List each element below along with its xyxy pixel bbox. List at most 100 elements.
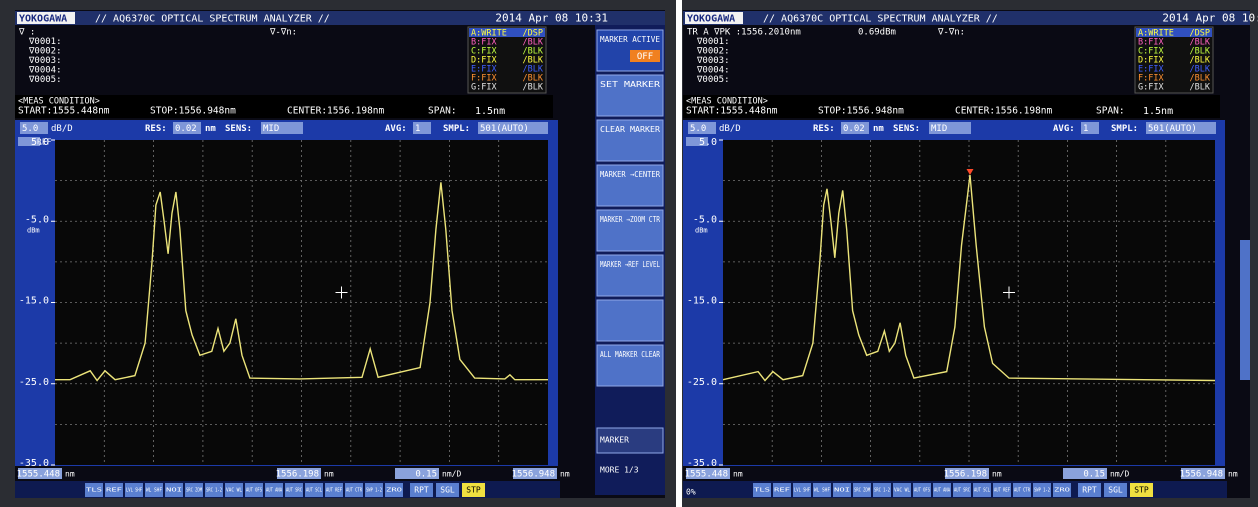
y-tick-label: -25.0 [687, 377, 717, 388]
bottom-unit: nm/D [442, 470, 461, 479]
scale-unit: dB/D [51, 124, 73, 134]
scale: 5.0 [22, 124, 38, 134]
soft-key-label: MARKER →CENTER [600, 170, 660, 179]
span-label: SPAN: [1096, 106, 1125, 117]
y-tick-label: -5.0 [693, 214, 717, 225]
start: START:1555.448nm [18, 106, 110, 117]
soft-key-label: ALL MARKER CLEAR [600, 350, 660, 359]
bottom-unit: nm [992, 470, 1002, 479]
run-key-label: SGL [440, 486, 455, 495]
scale-unit: dB/D [719, 124, 741, 134]
trace-state: G:FIX [471, 83, 497, 93]
function-key-label: WL SHF [146, 488, 162, 494]
function-key-label: ZRO [386, 488, 402, 494]
function-key-label: TLS [86, 488, 102, 494]
setting: 501(AUTO) [480, 124, 529, 134]
bottom-value: 1555.448 [685, 470, 728, 480]
marker-line: ∇0004: [28, 66, 62, 76]
photo: YOKOGAWA // AQ6370C OPTICAL SPECTRUM ANAL… [0, 0, 1258, 507]
function-key-label: LVL SHF [126, 488, 142, 494]
run-key-label: SGL [1108, 486, 1123, 495]
function-key-label: AUT OFS [914, 488, 930, 494]
bottom-unit: nm [733, 470, 743, 479]
y-tick-label: 5.0 [699, 137, 717, 148]
setting: SENS: [225, 124, 252, 134]
run-key-label: RPT [414, 486, 429, 495]
bottom-unit: nm [560, 470, 570, 479]
bottom-unit: nm [1228, 470, 1238, 479]
function-key-label: TLS [754, 488, 770, 494]
function-key-label: SRC ZOM [854, 488, 870, 494]
y-tick-label: -5.0 [25, 214, 49, 225]
bottom-unit: nm [65, 470, 75, 479]
marker-line: ∇0003: [696, 56, 730, 66]
y-tick-label: -25.0 [19, 377, 49, 388]
menu-title: MARKER [600, 436, 629, 445]
active-state: OFF [637, 52, 653, 62]
function-key-label: AUT CTR [1014, 488, 1030, 494]
function-key-label: NOI [166, 488, 182, 494]
more: MORE 1/3 [600, 466, 639, 475]
soft-key-label: CLEAR MARKER [600, 125, 661, 134]
brand: YOKOGAWA [687, 14, 735, 25]
marker-line: ∇0002: [28, 47, 62, 57]
instrument-title: // AQ6370C OPTICAL SPECTRUM ANALYZER // [763, 14, 998, 25]
setting: 501(AUTO) [1148, 124, 1197, 134]
setting: MID [931, 124, 947, 134]
function-key-label: SWP 1-2 [366, 488, 382, 494]
y-tick-label: -35.0 [19, 458, 49, 469]
y-tick-label: 5.0 [31, 137, 49, 148]
setting: SENS: [893, 124, 920, 134]
setting: MID [263, 124, 279, 134]
function-key-label: AUT SCL [974, 488, 990, 494]
bottom-value: 1556.198 [944, 470, 987, 480]
function-key-label: AUT ANA [934, 488, 950, 494]
function-key-label: SRC 1-2 [874, 488, 890, 494]
function-key-label: AUT SCL [306, 488, 322, 494]
setting: RES: [145, 124, 167, 134]
soft-key-label: MARKER ACTIVE [600, 35, 660, 44]
setting: AVG: [1053, 124, 1075, 134]
marker-line: ∇0005: [696, 75, 730, 85]
stop: STOP:1556.948nm [818, 106, 904, 117]
run-key-label: STP [466, 486, 481, 495]
function-key-label: SRC 1-2 [206, 488, 222, 494]
soft-key[interactable] [597, 300, 663, 341]
marker-line: ∇0001: [696, 37, 730, 47]
function-key-label: NOI [834, 488, 850, 494]
bottom-unit: nm [324, 470, 334, 479]
softkey-edge [1240, 240, 1250, 380]
setting: 1 [1083, 124, 1088, 134]
function-key-label: VAC WL [894, 488, 911, 494]
bottom-value: 0.15 [1083, 470, 1105, 480]
y-tick-label: -35.0 [687, 458, 717, 469]
setting: RES: [813, 124, 835, 134]
function-key-label: REF [106, 488, 122, 494]
function-key-label: AUT SRC [954, 488, 970, 494]
bottom-value: 1556.948 [512, 470, 555, 480]
y-unit: dBm [695, 226, 708, 234]
marker-diff: ∇-∇n: [269, 28, 297, 38]
bottom-value: 0.15 [415, 470, 437, 480]
setting: AVG: [385, 124, 407, 134]
bottom-value: 1556.948 [1180, 470, 1223, 480]
marker-level: 0.69dBm [858, 28, 896, 38]
function-key-label: AUT CTR [346, 488, 362, 494]
y-tick-label: -15.0 [687, 296, 717, 307]
center: CENTER:1556.198nm [955, 106, 1053, 117]
marker-line: ∇0001: [28, 37, 62, 47]
function-key-label: SWP 1-2 [1034, 488, 1050, 494]
trace-mode: /BLK [1190, 83, 1211, 93]
function-key-label: REF [774, 488, 790, 494]
soft-key-label: SET MARKER [600, 80, 661, 89]
span: 1.5nm [1143, 106, 1173, 117]
status: 0% [686, 488, 696, 497]
function-key-label: AUT ANA [266, 488, 282, 494]
marker-line: ∇0003: [28, 56, 62, 66]
center: CENTER:1556.198nm [287, 106, 385, 117]
trace-mode: /BLK [523, 83, 544, 93]
function-key-label: AUT SRC [286, 488, 302, 494]
brand: YOKOGAWA [19, 14, 67, 25]
marker-diff: ∇-∇n: [937, 28, 965, 38]
function-key-label: LVL SHF [794, 488, 810, 494]
